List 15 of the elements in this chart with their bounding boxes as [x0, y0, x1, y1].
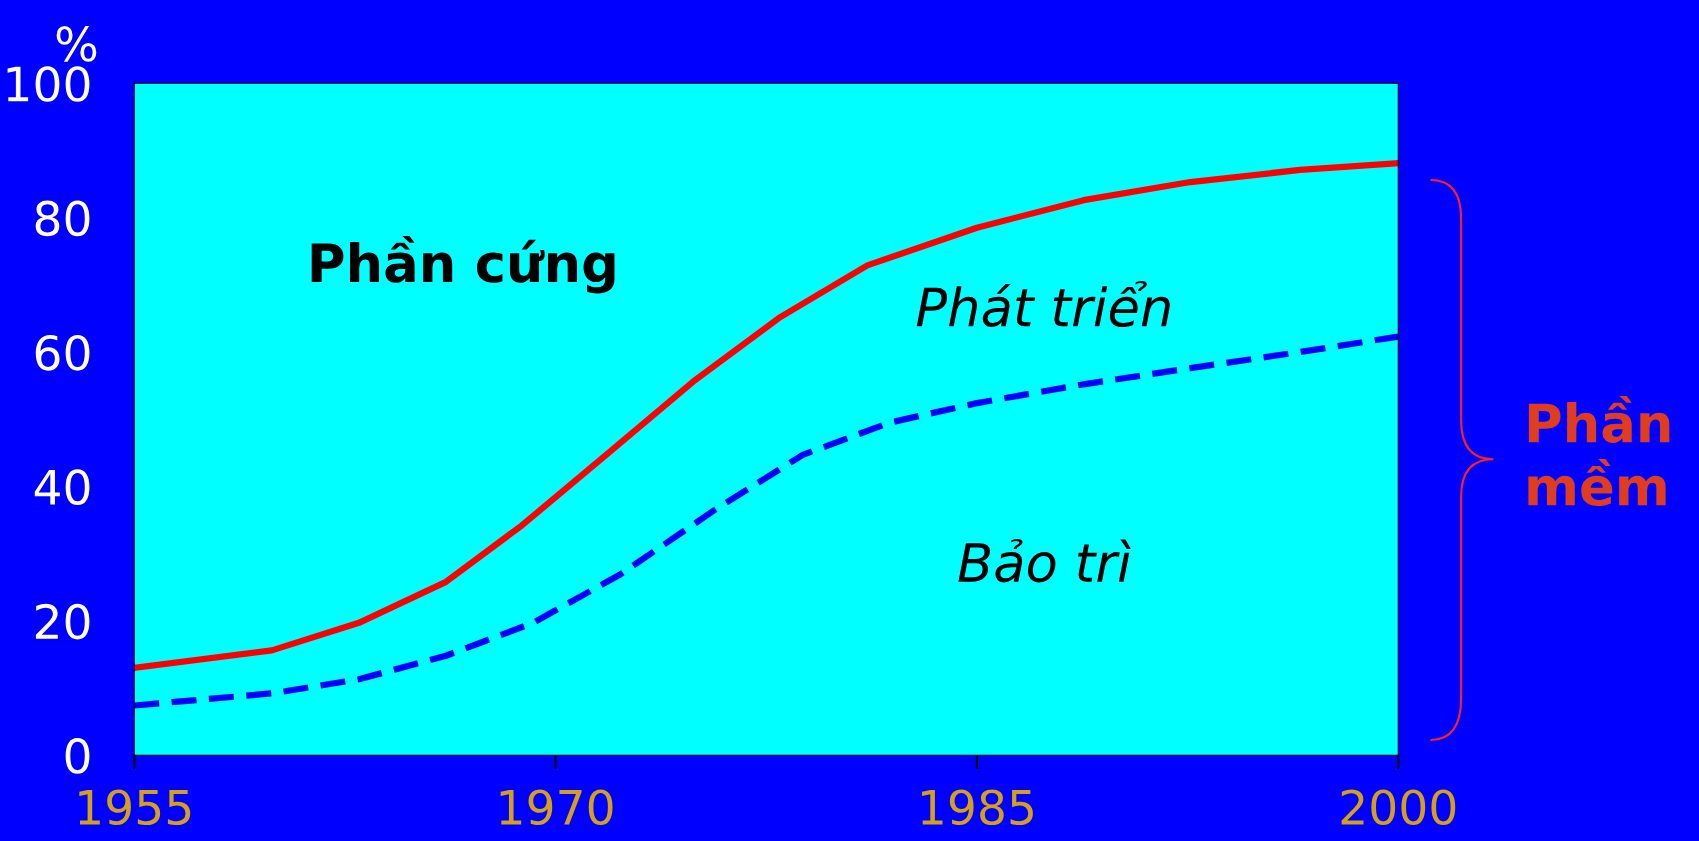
text: Phần mềm — [1528, 396, 1670, 507]
annotation: Phần cứng — [311, 235, 615, 294]
x-tick-label: 1985 — [922, 789, 1033, 826]
y-tick-label: 20 — [35, 603, 90, 640]
y-tick-label: 60 — [35, 334, 90, 371]
y-tick-label: 80 — [35, 200, 90, 237]
x-tick-label: 2000 — [1341, 789, 1456, 826]
annotation: Bảo trì — [958, 538, 1131, 583]
y-tick-label: 100 — [7, 66, 90, 102]
x-tick-label: 1970 — [500, 789, 613, 826]
y-tick-label: 0 — [65, 738, 90, 774]
annotation: Phát triển — [916, 280, 1170, 328]
y-axis-title: % — [56, 26, 97, 62]
y-tick-label: 40 — [34, 469, 90, 506]
x-tick-label: 1955 — [79, 789, 191, 826]
